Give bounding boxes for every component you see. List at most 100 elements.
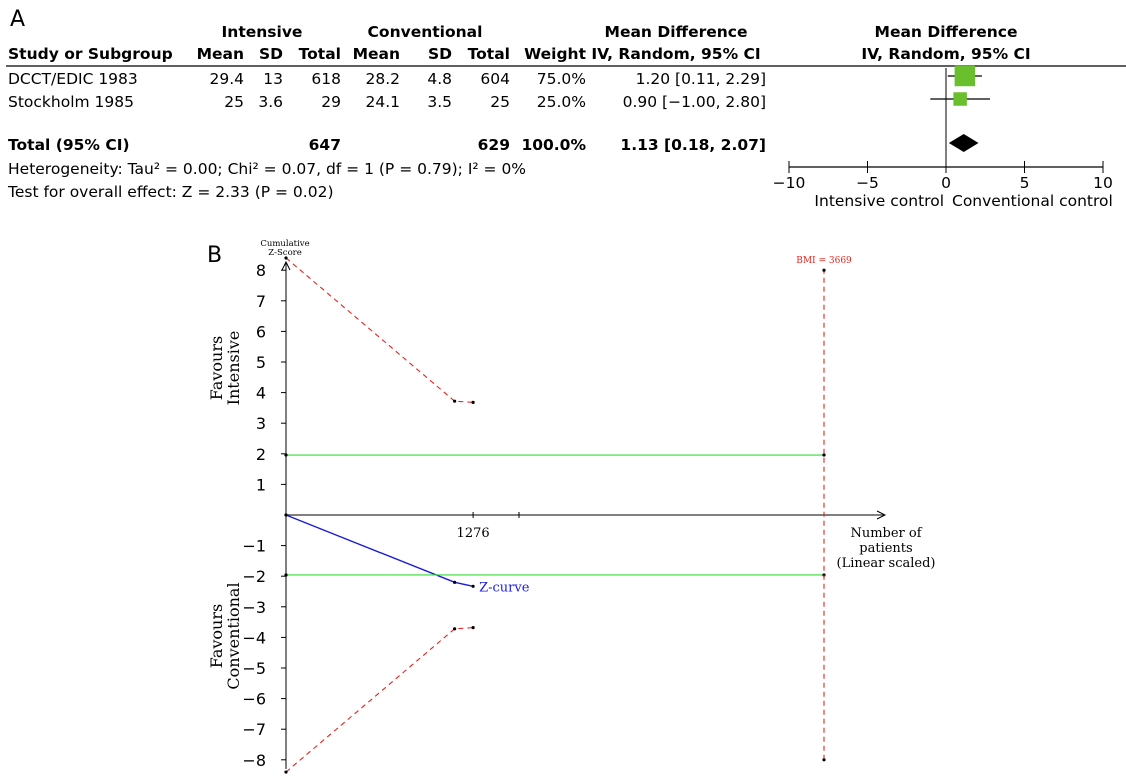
axis-right-label: Conventional control — [952, 192, 1113, 210]
study-name: Stockholm 1985 — [8, 93, 134, 111]
int-total: 29 — [321, 93, 341, 111]
con-total: 25 — [490, 93, 510, 111]
con-sd: 3.5 — [427, 93, 452, 111]
ci-text: 1.20 [0.11, 2.29] — [636, 70, 766, 88]
total-row: Total (95% CI) 647 629 100.0% 1.13 [0.18… — [8, 136, 766, 154]
y-tick-label: 8 — [256, 261, 266, 280]
y-tick-label: 2 — [256, 445, 266, 464]
header-con-total: Total — [468, 45, 510, 63]
int-mean: 25 — [224, 93, 244, 111]
weight: 100.0% — [521, 136, 586, 154]
study-square — [953, 92, 967, 106]
x-axis-arrow — [876, 510, 887, 520]
y-tick-label: 5 — [256, 353, 266, 372]
int-total: 647 — [309, 136, 341, 154]
study-name: DCCT/EDIC 1983 — [8, 70, 138, 88]
y-tick-label: 4 — [256, 384, 266, 403]
int-sd: 13 — [263, 70, 283, 88]
con-mean: 28.2 — [365, 70, 400, 88]
y-axis-arrow — [281, 260, 291, 271]
y-tick-label: −7 — [242, 720, 266, 739]
con-total: 604 — [480, 70, 510, 88]
header-conventional: Conventional — [368, 23, 483, 41]
data-point — [453, 580, 457, 584]
header-int-mean: Mean — [197, 45, 244, 63]
panel-a-label: A — [10, 7, 25, 32]
data-point — [284, 256, 288, 260]
data-point — [822, 758, 826, 762]
header-mean-difference: Mean Difference — [605, 23, 748, 41]
table-row: Stockholm 1985 25 3.6 29 24.1 3.5 25 25.… — [8, 93, 766, 111]
upper-boundary-line — [285, 257, 474, 403]
study-square — [954, 65, 976, 87]
header-weight: Weight — [524, 45, 586, 63]
favours-conventional-text: FavoursConventional — [207, 582, 243, 689]
data-point — [822, 453, 826, 457]
header-con-mean: Mean — [353, 45, 400, 63]
data-point — [822, 268, 826, 272]
y-tick-label: 3 — [256, 414, 266, 433]
y-tick-label: −1 — [242, 537, 266, 556]
x-tick-label: −10 — [773, 174, 806, 192]
y-tick-label: −5 — [242, 659, 266, 678]
z-curve-label: Z-curve — [479, 580, 530, 595]
x-tick-label: 10 — [1093, 174, 1113, 192]
panel-b-label: B — [207, 243, 222, 268]
int-total: 618 — [311, 70, 341, 88]
data-point — [284, 770, 288, 774]
header-int-sd: SD — [259, 45, 283, 63]
x-tick-label: 1276 — [457, 526, 490, 541]
header-method-plot: IV, Random, 95% CI — [861, 45, 1030, 63]
pooled-diamond — [948, 134, 979, 152]
heterogeneity-text: Heterogeneity: Tau² = 0.00; Chi² = 0.07,… — [8, 160, 526, 178]
con-sd: 4.8 — [427, 70, 452, 88]
y-axis-title: Cumulative Z-Score — [260, 239, 309, 258]
data-point — [471, 400, 475, 404]
overall-effect-text: Test for overall effect: Z = 2.33 (P = 0… — [7, 183, 334, 201]
y-tick-label: 6 — [256, 322, 266, 341]
header-study: Study or Subgroup — [8, 45, 173, 63]
data-point — [471, 584, 475, 588]
favours-intensive-text: FavoursIntensive — [207, 331, 243, 406]
table-header: Intensive Conventional Mean Difference M… — [8, 23, 1031, 63]
forest-plot: −10 −5 0 5 10 Intensive control Conventional c… — [773, 65, 1113, 210]
data-point — [284, 453, 288, 457]
y-tick-label: −4 — [242, 628, 266, 647]
table-row: DCCT/EDIC 1983 29.4 13 618 28.2 4.8 604 … — [8, 70, 766, 88]
int-sd: 3.6 — [258, 93, 283, 111]
header-intensive: Intensive — [222, 23, 303, 41]
x-tick-label: −5 — [856, 174, 879, 192]
tsa-plot-panel: B 8 7 6 5 4 3 2 1 −1 −2 −3 −4 −5 −6 −7 −8 1276 Cumulative… — [207, 239, 935, 774]
int-mean: 29.4 — [209, 70, 244, 88]
x-tick-label: 0 — [941, 174, 951, 192]
data-point — [453, 627, 457, 631]
forest-plot-panel: A Intensive Conventional Mean Difference… — [6, 7, 1126, 210]
bmi-label: BMI = 3669 — [796, 256, 852, 266]
lower-boundary-line — [285, 627, 474, 773]
weight: 25.0% — [537, 93, 586, 111]
header-int-total: Total — [299, 45, 341, 63]
data-point — [284, 573, 288, 577]
favours-intensive-label: FavoursIntensive — [207, 331, 243, 406]
header-method: IV, Random, 95% CI — [591, 45, 760, 63]
data-point — [453, 399, 457, 403]
y-tick-label: 7 — [256, 292, 266, 311]
x-tick-label: 5 — [1020, 174, 1030, 192]
y-tick-label: −2 — [242, 567, 266, 586]
x-axis-title: Number of patients (Linear scaled) — [837, 526, 936, 571]
header-con-sd: SD — [428, 45, 452, 63]
data-point — [284, 513, 288, 517]
ci-text: 0.90 [−1.00, 2.80] — [623, 93, 766, 111]
y-tick-label: −6 — [242, 690, 266, 709]
y-tick-label: −8 — [242, 751, 266, 770]
axis-left-label: Intensive control — [814, 192, 944, 210]
data-point — [471, 626, 475, 630]
ci-text: 1.13 [0.18, 2.07] — [620, 136, 766, 154]
z-curve-line — [285, 514, 474, 587]
favours-conventional-label: FavoursConventional — [207, 582, 243, 689]
y-tick-label: −3 — [242, 598, 266, 617]
tsa-plot: 8 7 6 5 4 3 2 1 −1 −2 −3 −4 −5 −6 −7 −8 1276 Cumulative Z-… — [207, 239, 935, 774]
total-label: Total (95% CI) — [8, 136, 130, 154]
con-mean: 24.1 — [365, 93, 400, 111]
